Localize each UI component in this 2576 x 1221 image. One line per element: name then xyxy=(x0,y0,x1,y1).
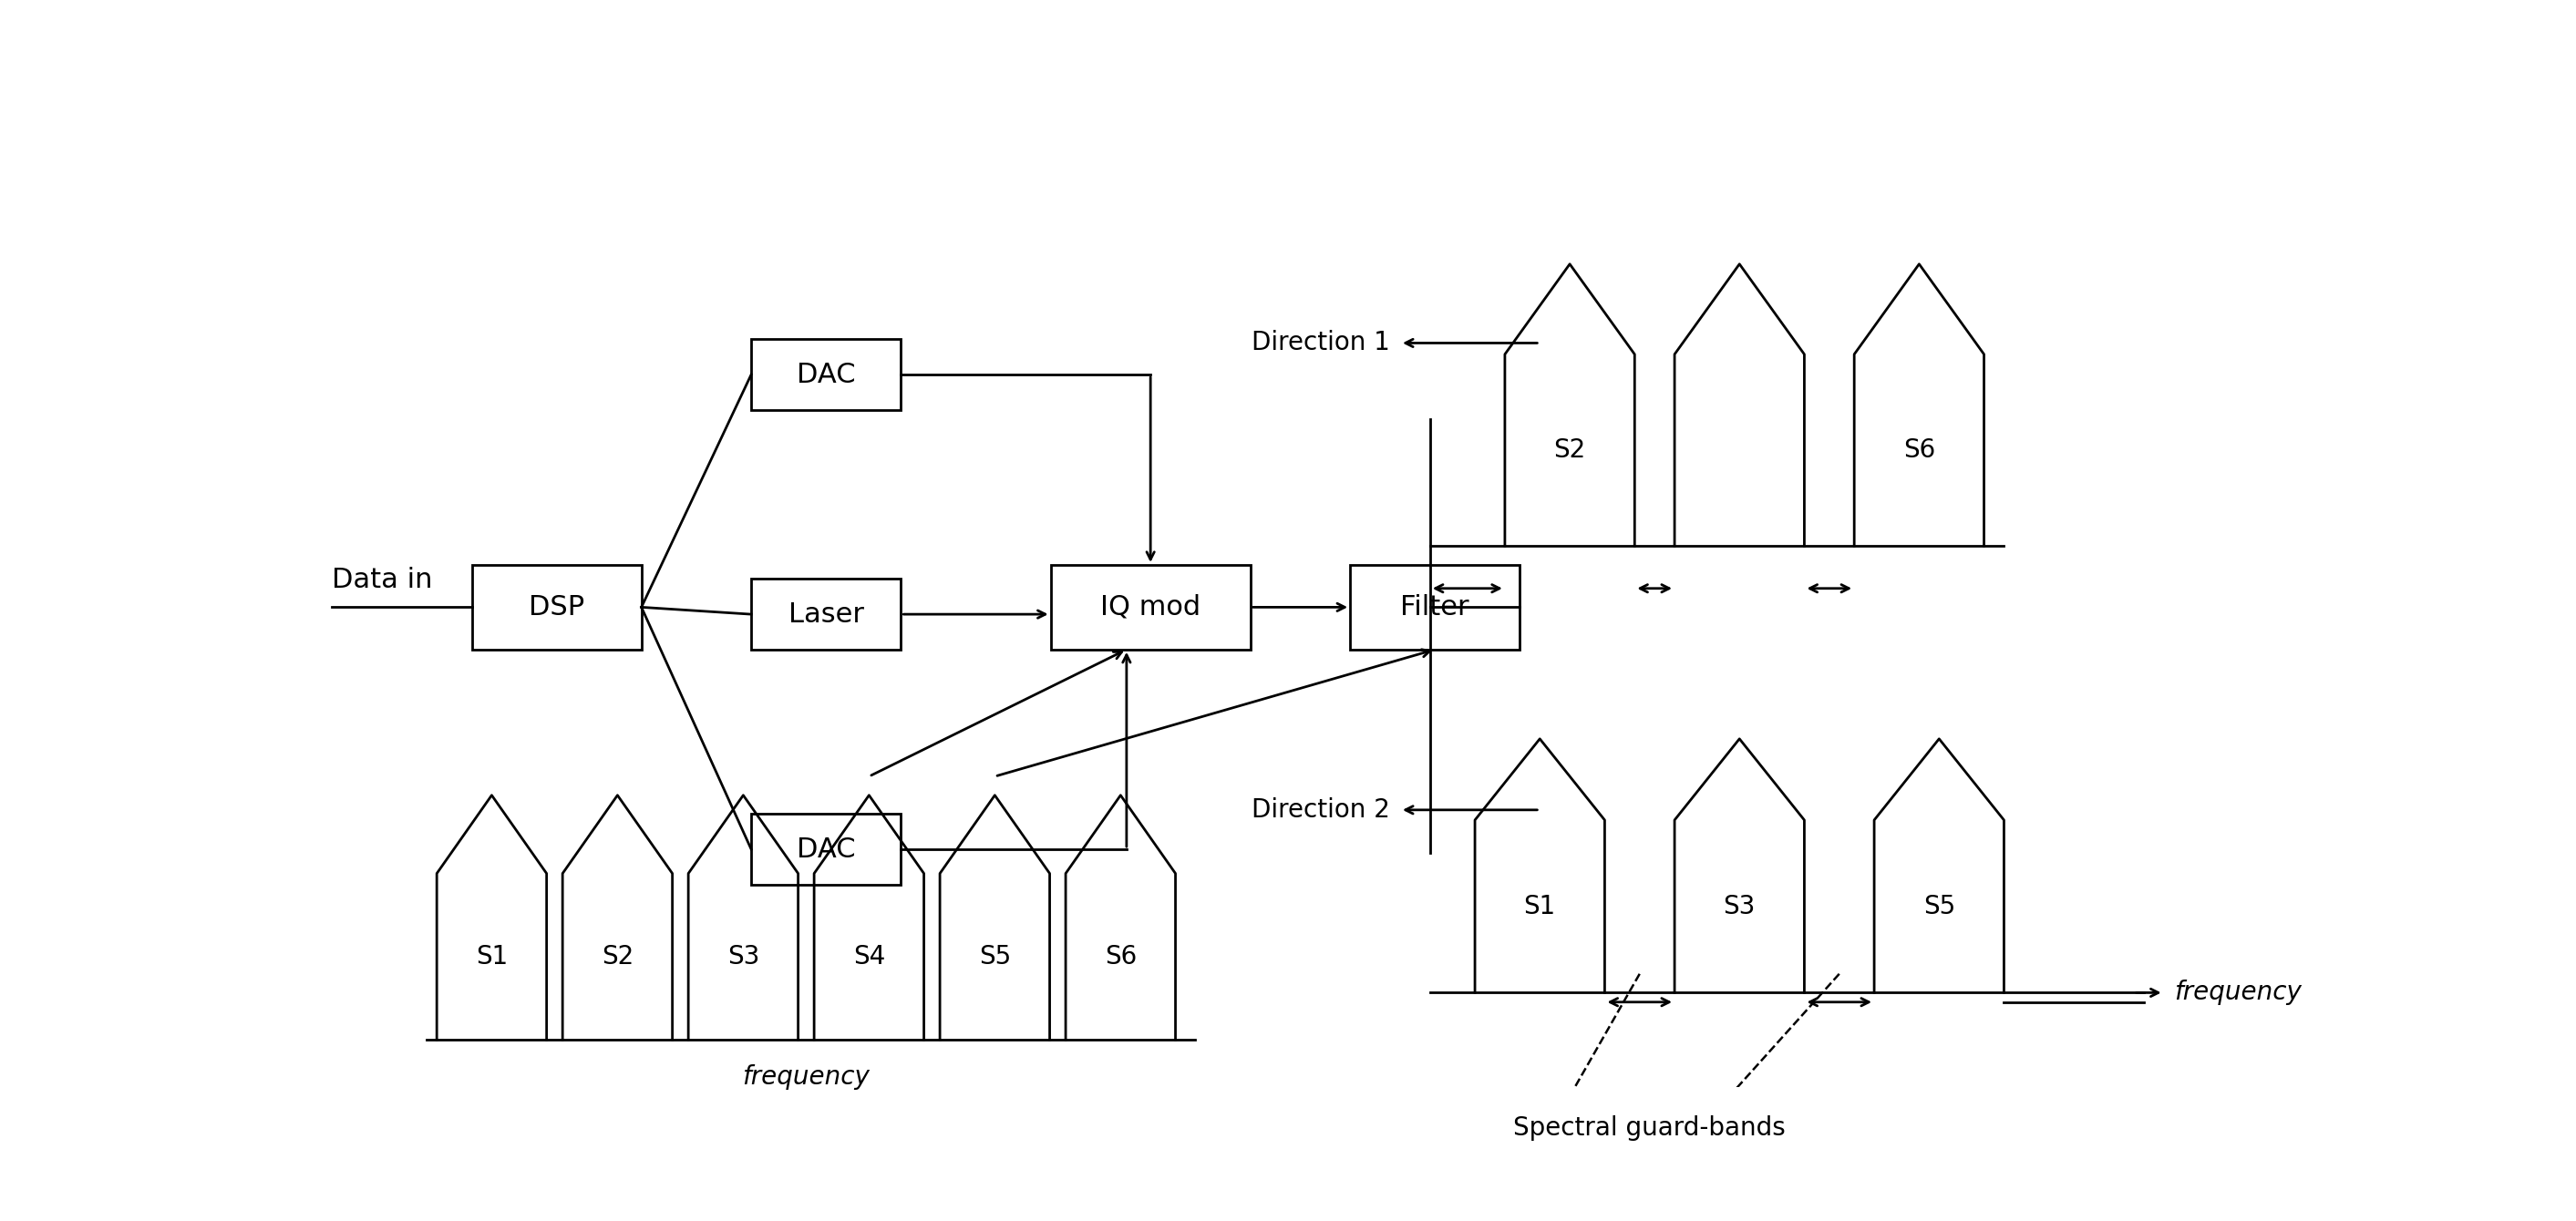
Text: Laser: Laser xyxy=(788,601,863,628)
Text: Direction 2: Direction 2 xyxy=(1252,797,1391,823)
Bar xyxy=(1051,565,1249,650)
Text: S3: S3 xyxy=(726,944,760,969)
Bar xyxy=(471,565,641,650)
Text: S6: S6 xyxy=(1904,437,1935,463)
Text: S1: S1 xyxy=(1525,894,1556,919)
Text: S1: S1 xyxy=(477,944,507,969)
Text: S6: S6 xyxy=(1105,944,1136,969)
Text: Direction 1: Direction 1 xyxy=(1252,330,1391,355)
Text: Filter: Filter xyxy=(1401,593,1468,620)
Text: S2: S2 xyxy=(600,944,634,969)
Text: IQ mod: IQ mod xyxy=(1100,593,1200,620)
Bar xyxy=(752,814,902,884)
Text: frequency: frequency xyxy=(2174,980,2300,1005)
Text: frequency: frequency xyxy=(742,1065,871,1090)
Text: S2: S2 xyxy=(1553,437,1587,463)
Text: Data in: Data in xyxy=(332,567,433,593)
Text: S5: S5 xyxy=(979,944,1010,969)
Text: DSP: DSP xyxy=(528,593,585,620)
Text: S3: S3 xyxy=(1723,894,1757,919)
Bar xyxy=(1350,565,1520,650)
Text: S5: S5 xyxy=(1924,894,1955,919)
Text: DAC: DAC xyxy=(796,361,855,388)
Text: S4: S4 xyxy=(853,944,886,969)
Text: Spectral guard-bands: Spectral guard-bands xyxy=(1515,1115,1785,1140)
Bar xyxy=(752,579,902,650)
Text: DAC: DAC xyxy=(796,836,855,862)
Bar xyxy=(752,339,902,410)
